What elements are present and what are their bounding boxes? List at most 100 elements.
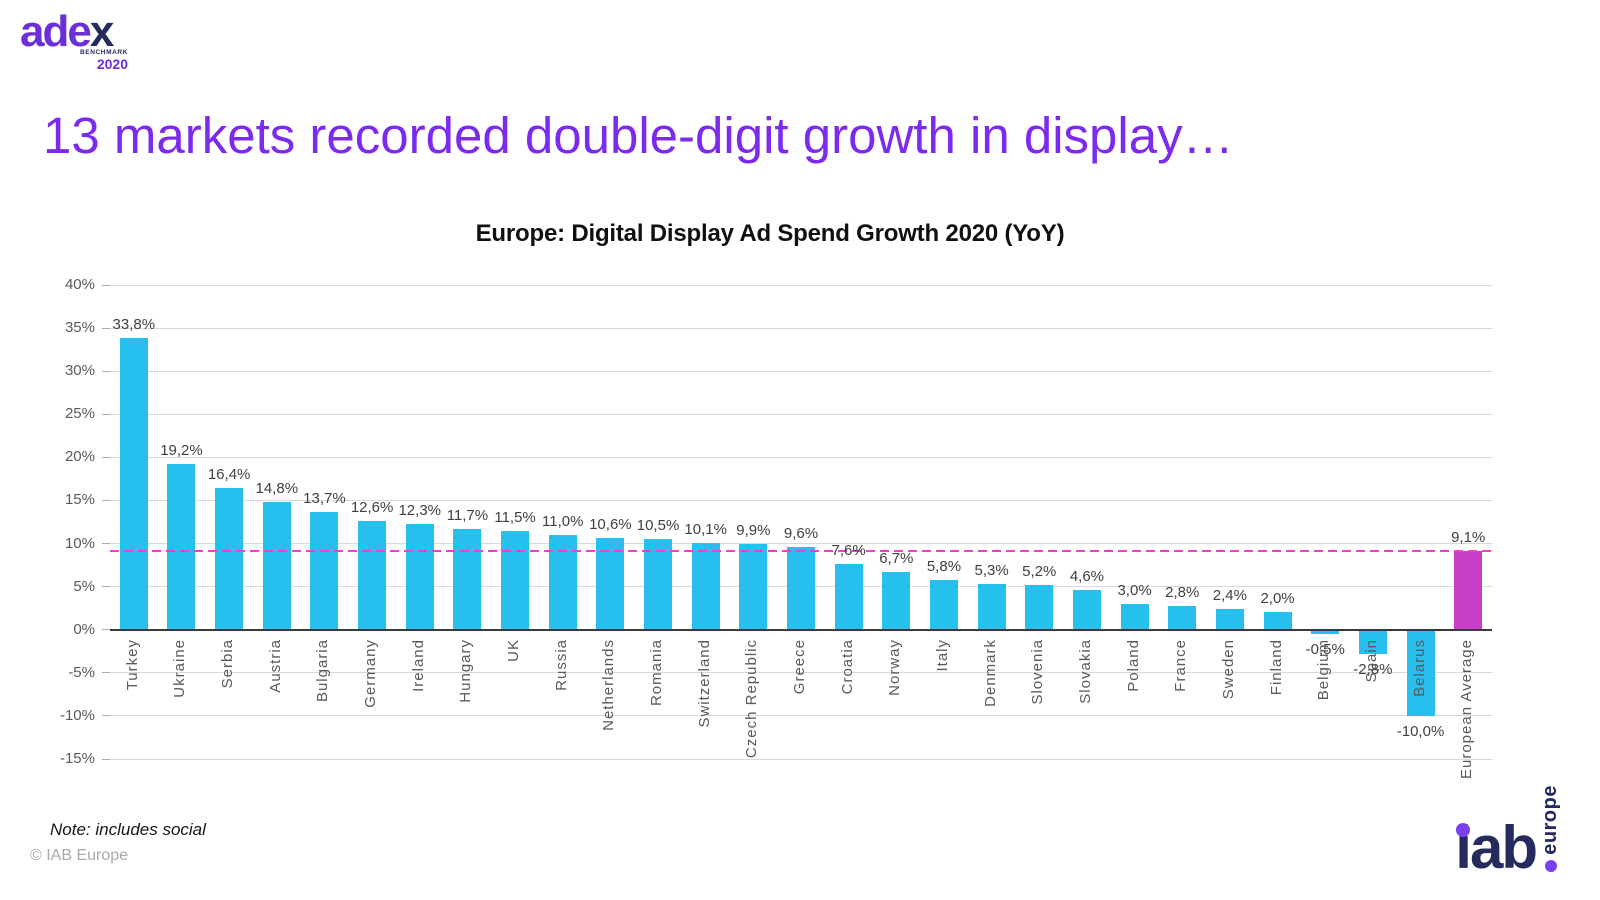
y-axis-tick-label: 15% bbox=[64, 491, 95, 509]
y-axis-tick bbox=[102, 499, 110, 501]
category-label-belarus: Belarus bbox=[1410, 638, 1428, 697]
value-label-greece: 9,6% bbox=[783, 524, 819, 542]
y-axis-tick-label: 10% bbox=[64, 534, 95, 552]
value-label-germany: 12,6% bbox=[350, 499, 394, 517]
value-label-serbia: 16,4% bbox=[207, 466, 251, 484]
bar-italy bbox=[929, 579, 958, 630]
category-label-hungary: Hungary bbox=[457, 638, 475, 703]
y-axis-tick bbox=[102, 543, 110, 545]
bar-belarus bbox=[1406, 629, 1435, 716]
bar-denmark bbox=[977, 584, 1006, 630]
y-axis-tick bbox=[102, 672, 110, 674]
value-label-russia: 11,0% bbox=[542, 512, 584, 530]
category-label-ukraine: Ukraine bbox=[171, 638, 189, 698]
adex-wordmark: adex bbox=[20, 10, 130, 54]
value-label-uk: 11,5% bbox=[494, 508, 536, 526]
gridline bbox=[110, 715, 1492, 717]
gridline bbox=[110, 413, 1492, 415]
value-label-italy: 5,8% bbox=[926, 557, 962, 575]
gridline bbox=[110, 370, 1492, 372]
iab-wordmark: iab bbox=[1455, 811, 1538, 878]
category-label-norway: Norway bbox=[886, 638, 904, 696]
y-axis-tick-label: 20% bbox=[64, 448, 95, 466]
bar-slovenia bbox=[1025, 584, 1054, 630]
y-axis-tick bbox=[102, 413, 110, 415]
bar-sweden bbox=[1215, 609, 1244, 630]
category-label-serbia: Serbia bbox=[219, 638, 237, 689]
bar-russia bbox=[548, 534, 577, 630]
bar-ukraine bbox=[167, 464, 196, 630]
bar-european-average bbox=[1454, 551, 1483, 630]
category-label-slovenia: Slovenia bbox=[1029, 638, 1047, 705]
slide-title: 13 markets recorded double-digit growth … bbox=[43, 107, 1234, 164]
bar-switzerland bbox=[691, 542, 720, 630]
value-label-ukraine: 19,2% bbox=[160, 442, 203, 460]
adex-year-label: 2020 bbox=[96, 55, 128, 72]
value-label-switzerland: 10,1% bbox=[684, 520, 727, 538]
category-label-denmark: Denmark bbox=[981, 638, 999, 707]
y-axis-tick bbox=[102, 370, 110, 372]
bar-poland bbox=[1120, 603, 1149, 630]
gridline bbox=[110, 284, 1492, 286]
y-axis-tick-label: 5% bbox=[73, 577, 95, 595]
value-label-france: 2,8% bbox=[1165, 583, 1200, 601]
y-axis-tick bbox=[102, 586, 110, 588]
category-label-turkey: Turkey bbox=[123, 638, 141, 691]
bar-slovakia bbox=[1072, 590, 1101, 630]
y-axis-tick bbox=[102, 758, 110, 760]
category-label-romania: Romania bbox=[648, 638, 666, 706]
value-label-poland: 3,0% bbox=[1117, 581, 1152, 599]
category-label-slovakia: Slovakia bbox=[1076, 638, 1094, 704]
footnote: Note: includes social bbox=[50, 820, 206, 839]
gridline bbox=[110, 456, 1492, 458]
gridline bbox=[110, 499, 1492, 501]
bar-finland bbox=[1263, 612, 1292, 630]
value-label-romania: 10,5% bbox=[636, 517, 680, 535]
y-axis-tick-label: 0% bbox=[73, 620, 95, 638]
category-label-ireland: Ireland bbox=[409, 638, 427, 692]
value-label-finland: 2,0% bbox=[1260, 590, 1295, 608]
bar-belgium bbox=[1311, 629, 1340, 635]
iab-europe-text: europe bbox=[1539, 785, 1561, 855]
bar-serbia bbox=[215, 488, 244, 630]
value-label-turkey: 33,8% bbox=[112, 316, 156, 334]
iab-europe-logo: iab europe bbox=[1455, 785, 1562, 878]
adex-wordmark-x: x bbox=[89, 7, 115, 56]
bar-norway bbox=[882, 571, 911, 630]
copyright: © IAB Europe bbox=[30, 847, 129, 864]
adex-logo: adex BENCHMARK 2020 bbox=[20, 10, 130, 71]
value-label-european-average: 9,1% bbox=[1451, 529, 1486, 547]
category-label-austria: Austria bbox=[266, 638, 284, 693]
y-axis-tick-label: 25% bbox=[64, 405, 95, 423]
bar-hungary bbox=[453, 528, 482, 630]
value-label-austria: 14,8% bbox=[255, 480, 299, 498]
category-label-croatia: Croatia bbox=[838, 638, 856, 695]
y-axis-tick-label: 30% bbox=[64, 362, 95, 380]
value-label-croatia: 7,6% bbox=[831, 542, 866, 560]
bar-czech-republic bbox=[739, 544, 768, 630]
category-label-russia: Russia bbox=[552, 638, 570, 691]
bar-turkey bbox=[119, 338, 148, 630]
bar-romania bbox=[644, 539, 673, 630]
reference-line bbox=[110, 550, 1492, 553]
category-label-bulgaria: Bulgaria bbox=[314, 638, 332, 702]
y-axis-tick bbox=[102, 327, 110, 329]
bar-bulgaria bbox=[310, 511, 339, 630]
bar-france bbox=[1168, 605, 1197, 630]
value-label-slovenia: 5,2% bbox=[1022, 562, 1057, 580]
value-label-bulgaria: 13,7% bbox=[303, 489, 346, 507]
value-label-denmark: 5,3% bbox=[974, 562, 1009, 580]
y-axis-tick-label: -5% bbox=[68, 663, 95, 681]
value-label-belarus: -10,0% bbox=[1396, 722, 1445, 740]
value-label-hungary: 11,7% bbox=[446, 506, 489, 524]
chart-title: Europe: Digital Display Ad Spend Growth … bbox=[475, 220, 1065, 247]
value-label-ireland: 12,3% bbox=[398, 501, 442, 519]
bar-uk bbox=[501, 530, 530, 630]
bar-austria bbox=[262, 502, 291, 630]
adex-benchmark-label: BENCHMARK bbox=[79, 49, 128, 56]
y-axis-tick bbox=[102, 715, 110, 717]
bar-spain bbox=[1358, 629, 1387, 654]
bar-germany bbox=[358, 521, 387, 630]
category-label-european-average: European Average bbox=[1458, 638, 1476, 779]
value-label-czech-republic: 9,9% bbox=[736, 522, 771, 540]
